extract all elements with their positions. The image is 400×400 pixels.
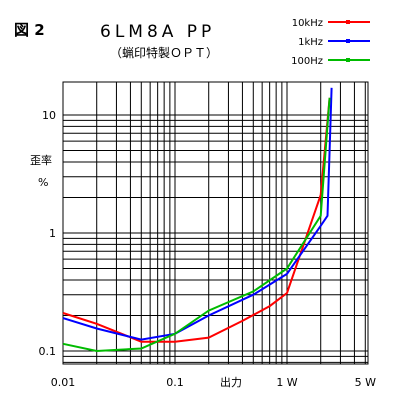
x-tick-label: 0.1 bbox=[166, 376, 184, 389]
legend-label: 1kHz bbox=[298, 37, 323, 48]
tick-labels: 0.01 0.1 1 W 5 W 0.1 1 10 bbox=[39, 109, 377, 389]
y-axis-label: 歪率 bbox=[30, 153, 52, 167]
legend: 10kHz 1kHz 100Hz bbox=[291, 18, 370, 67]
y-axis-unit: % bbox=[38, 176, 48, 189]
grid bbox=[62, 82, 368, 364]
x-axis-label: 出力 bbox=[220, 375, 242, 389]
plot-frame bbox=[62, 81, 369, 365]
y-tick-label: 0.1 bbox=[39, 345, 57, 358]
series-line-100hz bbox=[62, 97, 331, 353]
y-tick-label: 1 bbox=[49, 227, 56, 240]
legend-label: 100Hz bbox=[291, 56, 323, 67]
legend-swatch-marker bbox=[346, 58, 350, 62]
x-tick-label: 1 W bbox=[276, 376, 297, 389]
legend-label: 10kHz bbox=[292, 18, 323, 29]
chart-subtitle: （蝋印特製ＯＰＴ） bbox=[110, 45, 218, 60]
legend-swatch-marker bbox=[346, 20, 350, 24]
figure-label: 図 2 bbox=[14, 21, 45, 39]
series-group bbox=[62, 87, 333, 353]
legend-swatch-marker bbox=[346, 39, 350, 43]
chart-title: 6LM8A PP bbox=[100, 22, 215, 42]
y-tick-label: 10 bbox=[42, 109, 56, 122]
x-tick-label: 5 W bbox=[355, 376, 376, 389]
x-tick-label: 0.01 bbox=[51, 376, 76, 389]
series-line-10khz bbox=[62, 97, 331, 343]
series-line-1khz bbox=[62, 87, 333, 341]
